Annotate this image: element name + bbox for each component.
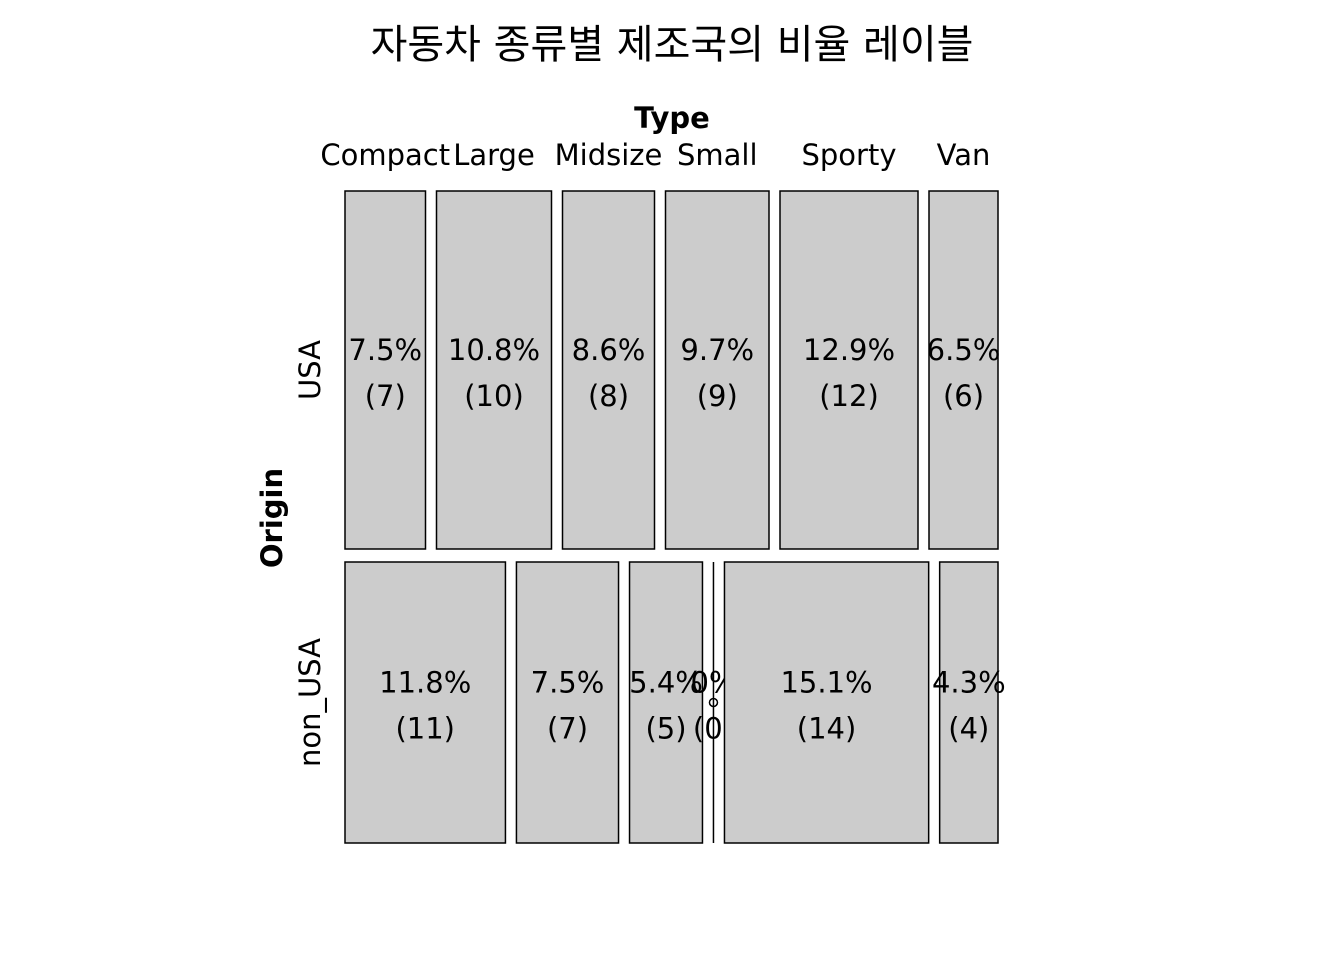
tile-non-usa-van-count-label: (4)	[948, 712, 989, 746]
tile-usa-van-percent-label: 6.5%	[927, 333, 1001, 367]
type-label-sporty: Sporty	[801, 138, 896, 172]
tile-non-usa-compact-count-label: (11)	[395, 712, 455, 746]
tile-usa-large	[435, 190, 553, 550]
tile-usa-small-percent-label: 9.7%	[680, 333, 754, 367]
tile-usa-small	[664, 190, 770, 550]
mosaic-tiles: 7.5% (7) 10.8% (10) 8.6% (8) 9.7% (9) 12.9% (12) 6…	[344, 190, 1006, 844]
tile-non-usa-compact-percent-label: 11.8%	[379, 666, 471, 700]
type-label-van: Van	[937, 138, 991, 172]
tile-non-usa-sporty-count-label: (14)	[797, 712, 857, 746]
tile-usa-midsize-count-label: (8)	[588, 379, 629, 413]
type-label-compact: Compact	[320, 138, 450, 172]
chart-title: 자동차 종류별 제조국의 비율 레이블	[371, 22, 974, 68]
tile-usa-sporty	[779, 190, 919, 550]
tile-non-usa-large-percent-label: 7.5%	[531, 666, 605, 700]
x-variable-label: Type	[634, 101, 710, 135]
tile-usa-compact	[344, 190, 427, 550]
type-label-large: Large	[453, 138, 535, 172]
tile-usa-large-count-label: (10)	[464, 379, 524, 413]
tile-non-usa-compact	[344, 561, 507, 844]
tile-non-usa-midsize-percent-label: 5.4%	[629, 666, 703, 700]
tile-usa-large-percent-label: 10.8%	[448, 333, 540, 367]
tile-non-usa-large	[515, 561, 620, 844]
tile-non-usa-small-zero-marker	[708, 697, 719, 708]
tile-non-usa-van	[938, 561, 999, 844]
tile-non-usa-midsize-count-label: (5)	[645, 712, 686, 746]
tile-usa-van	[928, 190, 999, 550]
type-label-small: Small	[677, 138, 758, 172]
origin-label-non-usa: non_USA	[293, 638, 327, 767]
type-label-midsize: Midsize	[555, 138, 663, 172]
tile-usa-compact-percent-label: 7.5%	[348, 333, 422, 367]
tile-usa-compact-count-label: (7)	[365, 379, 406, 413]
tile-usa-van-count-label: (6)	[943, 379, 984, 413]
tile-usa-sporty-percent-label: 12.9%	[803, 333, 895, 367]
origin-label-usa: USA	[293, 340, 327, 400]
tile-usa-sporty-count-label: (12)	[819, 379, 879, 413]
tile-non-usa-large-count-label: (7)	[547, 712, 588, 746]
tile-non-usa-sporty-percent-label: 15.1%	[780, 666, 872, 700]
tile-non-usa-midsize	[628, 561, 704, 844]
tile-usa-midsize	[561, 190, 656, 550]
tile-non-usa-sporty	[723, 561, 930, 844]
tile-usa-midsize-percent-label: 8.6%	[572, 333, 646, 367]
origin-level-labels: USA non_USA	[293, 340, 327, 767]
tile-non-usa-van-percent-label: 4.3%	[932, 666, 1006, 700]
tile-usa-small-count-label: (9)	[697, 379, 738, 413]
y-variable-label: Origin	[255, 468, 289, 568]
type-level-labels: Compact Large Midsize Small Sporty Van	[320, 138, 990, 172]
